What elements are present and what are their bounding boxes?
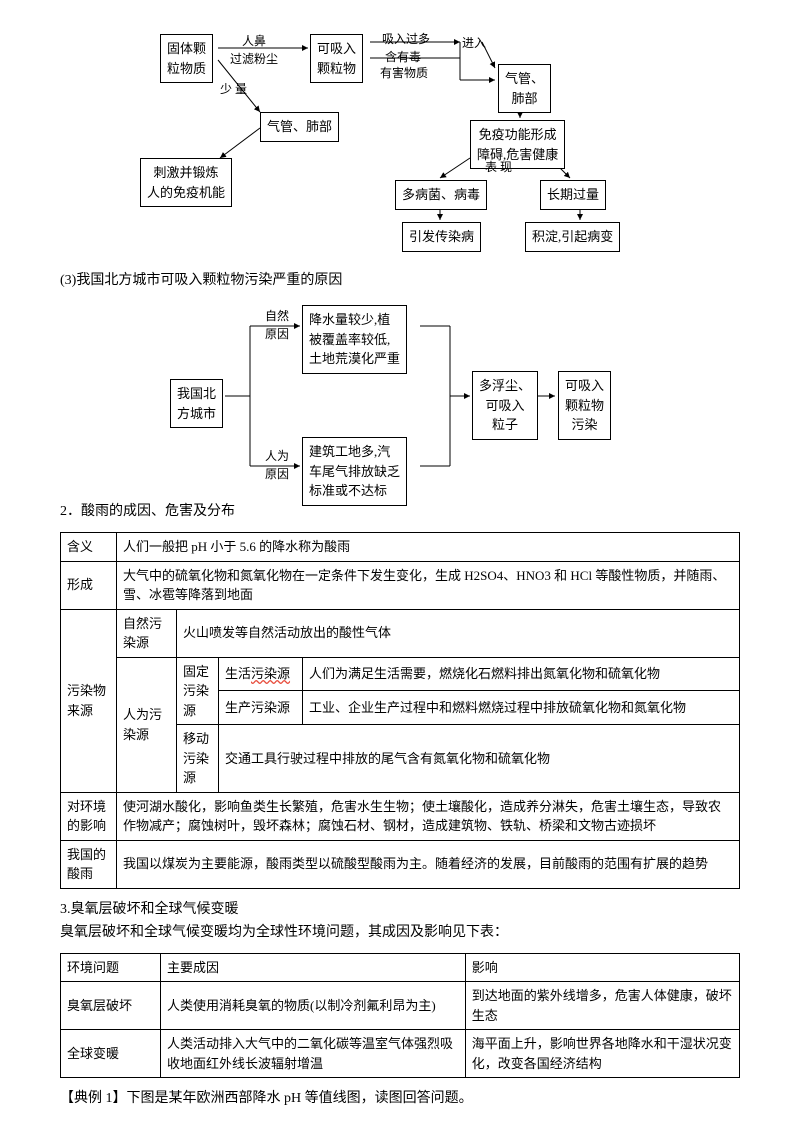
t2-r1c2: 人类使用消耗臭氧的物质(以制冷剂氟利昂为主) bbox=[161, 982, 466, 1030]
t2-r1c3: 到达地面的紫外线增多，危害人体健康，破坏生态 bbox=[465, 982, 739, 1030]
d1-lbl2a: 吸入过多 bbox=[382, 30, 430, 48]
t2-h3: 影响 bbox=[465, 953, 739, 982]
t1-r2c1: 形成 bbox=[61, 561, 117, 609]
d2-box3: 多浮尘、可吸入粒子 bbox=[472, 371, 538, 440]
d1-box7: 多病菌、病毒 bbox=[395, 180, 487, 210]
d2-lblA: 自然原因 bbox=[265, 307, 289, 343]
d1-lbl3: 少 量 bbox=[220, 80, 247, 98]
t2-h2: 主要成因 bbox=[161, 953, 466, 982]
d1-box10: 积淀,引起病变 bbox=[525, 222, 620, 252]
t1-r6c3: 移动污染源 bbox=[177, 725, 219, 793]
d1-box8: 长期过量 bbox=[540, 180, 606, 210]
t1-r2c2: 大气中的硫氧化物和氮氧化物在一定条件下发生变化，生成 H2SO4、HNO3 和 … bbox=[117, 561, 740, 609]
d1-box3: 气管、肺部 bbox=[498, 64, 551, 113]
d1-box9: 引发传染病 bbox=[402, 222, 481, 252]
para-3: 臭氧层破坏和全球气候变暖均为全球性环境问题，其成因及影响见下表： bbox=[60, 922, 740, 943]
t1-r5c4: 生产污染源 bbox=[219, 691, 303, 725]
d2-box5: 建筑工地多,汽车尾气排放缺乏标准或不达标 bbox=[302, 437, 407, 506]
t1-r4c2: 人为污染源 bbox=[117, 657, 177, 792]
t1-r5c5: 工业、企业生产过程中和燃料燃烧过程中排放硫氧化物和氮氧化物 bbox=[303, 691, 740, 725]
d1-lbl6: 表 现 bbox=[485, 158, 512, 176]
t2-h1: 环境问题 bbox=[61, 953, 161, 982]
t1-r6c5: 交通工具行驶过程中排放的尾气含有氮氧化物和硫氧化物 bbox=[219, 725, 740, 793]
t1-r1c2: 人们一般把 pH 小于 5.6 的降水称为酸雨 bbox=[117, 533, 740, 562]
t1-r1c1: 含义 bbox=[61, 533, 117, 562]
heading-3: 3.臭氧层破坏和全球气候变暖 bbox=[60, 899, 740, 920]
t1-r4c3: 固定污染源 bbox=[177, 657, 219, 725]
d1-box1: 固体颗粒物质 bbox=[160, 34, 213, 83]
t1-r4c4: 生活污染源 bbox=[219, 657, 303, 691]
d2-box4: 可吸入颗粒物污染 bbox=[558, 371, 611, 440]
d1-lbl1a: 人鼻 bbox=[242, 32, 266, 50]
table-ozone-warming: 环境问题主要成因影响 臭氧层破坏人类使用消耗臭氧的物质(以制冷剂氟利昂为主)到达… bbox=[60, 953, 740, 1079]
t1-r3c3: 火山喷发等自然活动放出的酸性气体 bbox=[177, 609, 740, 657]
t1-r4c5: 人们为满足生活需要，燃烧化石燃料排出氮氧化物和硫氧化物 bbox=[303, 657, 740, 691]
t1-r7c1: 对环境的影响 bbox=[61, 792, 117, 840]
t2-r2c2: 人类活动排入大气中的二氧化碳等温室气体强烈吸收地面红外线长波辐射增温 bbox=[161, 1030, 466, 1078]
table-acid-rain: 含义人们一般把 pH 小于 5.6 的降水称为酸雨 形成大气中的硫氧化物和氮氧化… bbox=[60, 532, 740, 889]
t2-r2c1: 全球变暖 bbox=[61, 1030, 161, 1078]
d2-box1: 降水量较少,植被覆盖率较低,土地荒漠化严重 bbox=[302, 305, 407, 374]
d1-box4: 气管、肺部 bbox=[260, 112, 339, 142]
caption-3: (3)我国北方城市可吸入颗粒物污染严重的原因 bbox=[60, 270, 740, 291]
d2-lblB: 人为原因 bbox=[265, 447, 289, 483]
t2-r2c3: 海平面上升，影响世界各地降水和干湿状况变化，改变各国经济结构 bbox=[465, 1030, 739, 1078]
example-1: 【典例 1】下图是某年欧洲西部降水 pH 等值线图，读图回答问题。 bbox=[60, 1088, 740, 1109]
diagram-particulate-flow: 固体颗粒物质 人鼻 过滤粉尘 可吸入颗粒物 吸入过多 含有毒 有害物质 进入 气… bbox=[160, 30, 640, 260]
d1-lbl2d: 进入 bbox=[462, 34, 486, 52]
t2-r1c1: 臭氧层破坏 bbox=[61, 982, 161, 1030]
d1-lbl1b: 过滤粉尘 bbox=[230, 50, 278, 68]
t1-r8c1: 我国的酸雨 bbox=[61, 840, 117, 888]
t1-r3c2: 自然污染源 bbox=[117, 609, 177, 657]
d1-box2: 可吸入颗粒物 bbox=[310, 34, 363, 83]
t1-r3c1: 污染物来源 bbox=[61, 609, 117, 792]
d1-box5: 刺激并锻炼人的免疫机能 bbox=[140, 158, 232, 207]
d2-box2: 我国北方城市 bbox=[170, 379, 223, 428]
diagram-north-china: 自然原因 降水量较少,植被覆盖率较低,土地荒漠化严重 我国北方城市 多浮尘、可吸… bbox=[170, 301, 630, 491]
d1-lbl2c: 有害物质 bbox=[380, 64, 428, 82]
t1-r7c2: 使河湖水酸化，影响鱼类生长繁殖，危害水生生物；使土壤酸化，造成养分淋失，危害土壤… bbox=[117, 792, 740, 840]
t1-r8c2: 我国以煤炭为主要能源，酸雨类型以硫酸型酸雨为主。随着经济的发展，目前酸雨的范围有… bbox=[117, 840, 740, 888]
